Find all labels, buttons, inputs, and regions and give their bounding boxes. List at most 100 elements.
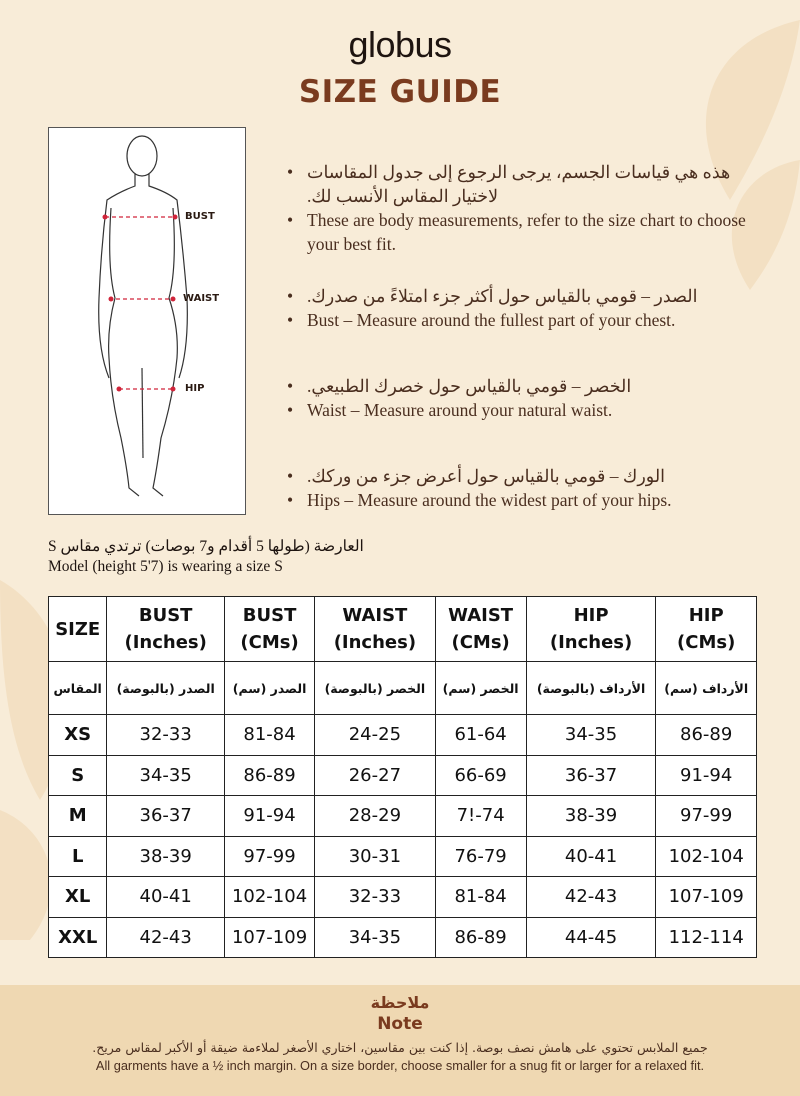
- table-cell: 38-39: [525, 795, 657, 837]
- bullet-waist-en: Waist – Measure around your natural wais…: [287, 398, 757, 422]
- table-cell: 102-104: [655, 835, 757, 877]
- column-header-ar: المقاس: [47, 661, 108, 715]
- table-cell: XXL: [47, 916, 108, 958]
- bullet-bust-ar: الصدر – قومي بالقياس حول أكثر جزء امتلاء…: [287, 284, 757, 308]
- table-cell: 81-84: [434, 876, 527, 918]
- table-cell: 36-37: [106, 795, 225, 837]
- column-header: WAIST (Inches): [314, 596, 436, 662]
- table-cell: 91-94: [223, 795, 316, 837]
- header-unit: (CMs): [677, 632, 736, 653]
- header-label: BUST: [242, 605, 297, 626]
- size-chart-table: SIZE BUST (Inches) BUST (CMs) WAIST (Inches) WA…: [47, 596, 757, 958]
- table-cell: 97-99: [655, 795, 757, 837]
- table-cell: 81-84: [223, 714, 316, 756]
- table-cell: S: [47, 754, 108, 796]
- table-cell: 86-89: [434, 916, 527, 958]
- table-row: XL 40-41 102-104 32-33 81-84 42-43 107-109: [47, 876, 757, 918]
- table-cell: L: [47, 835, 108, 877]
- header-unit: (Inches): [124, 632, 207, 653]
- column-header-ar: الأرداف (بالبوصة): [525, 661, 657, 715]
- table-cell: XL: [47, 876, 108, 918]
- table-cell: 102-104: [223, 876, 316, 918]
- page-title: SIZE GUIDE: [298, 74, 502, 110]
- bullet-intro-en: These are body measurements, refer to th…: [287, 208, 757, 256]
- table-row: S 34-35 86-89 26-27 66-69 36-37 91-94: [47, 754, 757, 796]
- table-cell: 34-35: [525, 714, 657, 756]
- table-cell: 7!-74: [434, 795, 527, 837]
- column-header-ar: الخصر (بالبوصة): [314, 661, 436, 715]
- table-cell: 86-89: [655, 714, 757, 756]
- header-label: HIP: [573, 605, 609, 626]
- table-cell: 40-41: [106, 876, 225, 918]
- table-cell: 28-29: [314, 795, 436, 837]
- table-cell: 44-45: [525, 916, 657, 958]
- note-band: ملاحظة Note جميع الملابس تحتوي على هامش …: [0, 985, 800, 1096]
- note-title-ar: ملاحظة: [370, 993, 430, 1012]
- table-cell: 86-89: [223, 754, 316, 796]
- table-row: L 38-39 97-99 30-31 76-79 40-41 102-104: [47, 835, 757, 877]
- table-cell: 42-43: [525, 876, 657, 918]
- body-silhouette-icon: [98, 135, 188, 497]
- column-header: BUST (Inches): [106, 596, 225, 662]
- bullet-hips-ar: الورك – قومي بالقياس حول أعرض جزء من ورك…: [287, 464, 757, 488]
- header-label: WAIST: [342, 605, 408, 626]
- note-text-ar: جميع الملابس تحتوي على هامش نصف بوصة. إذ…: [92, 1040, 708, 1055]
- table-cell: 61-64: [434, 714, 527, 756]
- table-cell: 97-99: [223, 835, 316, 877]
- header-unit: (CMs): [451, 632, 510, 653]
- table-cell: 34-35: [106, 754, 225, 796]
- header-label: BUST: [138, 605, 193, 626]
- table-cell: 107-109: [223, 916, 316, 958]
- header-row: SIZE BUST (Inches) BUST (CMs) WAIST (Inches) WA…: [47, 596, 757, 662]
- model-caption: العارضة (طولها 5 أقدام و7 بوصات) ترتدي م…: [48, 537, 364, 577]
- table-cell: 32-33: [106, 714, 225, 756]
- table-row: XS 32-33 81-84 24-25 61-64 34-35 86-89: [47, 714, 757, 756]
- bullet-hips-en: Hips – Measure around the widest part of…: [287, 488, 757, 512]
- header-label: SIZE: [55, 618, 101, 640]
- table-cell: 34-35: [314, 916, 436, 958]
- header-unit: (Inches): [549, 632, 633, 653]
- table-cell: 112-114: [655, 916, 757, 958]
- note-title-en: Note: [377, 1014, 423, 1034]
- table-cell: 66-69: [434, 754, 527, 796]
- bullet-bust-en: Bust – Measure around the fullest part o…: [287, 308, 757, 332]
- instructions-list: هذه هي قياسات الجسم، يرجى الرجوع إلى جدو…: [287, 160, 757, 540]
- table-cell: 42-43: [106, 916, 225, 958]
- column-header-ar: الأرداف (سم): [655, 661, 757, 715]
- table-cell: 38-39: [106, 835, 225, 877]
- table-cell: 107-109: [655, 876, 757, 918]
- column-header-ar: الخصر (سم): [434, 661, 527, 715]
- bullet-waist-ar: الخصر – قومي بالقياس حول خصرك الطبيعي.: [287, 374, 757, 398]
- caption-ar: العارضة (طولها 5 أقدام و7 بوصات) ترتدي م…: [48, 538, 364, 555]
- column-header: HIP (Inches): [525, 596, 657, 662]
- header-label: HIP: [688, 605, 724, 626]
- body-measurement-figure: BUST WAIST HIP: [48, 127, 246, 515]
- table-cell: 40-41: [525, 835, 657, 877]
- table-cell: 32-33: [314, 876, 436, 918]
- note-text-en: All garments have a ½ inch margin. On a …: [95, 1058, 705, 1073]
- table-cell: 30-31: [314, 835, 436, 877]
- column-header-ar: الصدر (سم): [223, 661, 316, 715]
- table-row: M 36-37 91-94 28-29 7!-74 38-39 97-99: [47, 795, 757, 837]
- bust-label: BUST: [185, 211, 215, 222]
- table-row: XXL 42-43 107-109 34-35 86-89 44-45 112-114: [47, 916, 757, 958]
- brand-logo: globus: [348, 24, 452, 65]
- table-cell: 26-27: [314, 754, 436, 796]
- column-header: HIP (CMs): [655, 596, 757, 662]
- waist-label: WAIST: [183, 293, 220, 304]
- column-header: BUST (CMs): [223, 596, 316, 662]
- column-header-ar: الصدر (بالبوصة): [106, 661, 225, 715]
- table-cell: 91-94: [655, 754, 757, 796]
- hip-label: HIP: [185, 383, 205, 394]
- column-header: WAIST (CMs): [434, 596, 527, 662]
- table-cell: 76-79: [434, 835, 527, 877]
- header-unit: (CMs): [240, 632, 299, 653]
- table-cell: 36-37: [525, 754, 657, 796]
- column-header: SIZE: [47, 596, 108, 662]
- table-cell: M: [47, 795, 108, 837]
- arabic-header-row: المقاس الصدر (بالبوصة) الصدر (سم) الخصر (با…: [47, 661, 757, 715]
- bullet-intro-ar: هذه هي قياسات الجسم، يرجى الرجوع إلى جدو…: [287, 160, 757, 208]
- header-label: WAIST: [448, 605, 514, 626]
- table-cell: 24-25: [314, 714, 436, 756]
- table-cell: XS: [47, 714, 108, 756]
